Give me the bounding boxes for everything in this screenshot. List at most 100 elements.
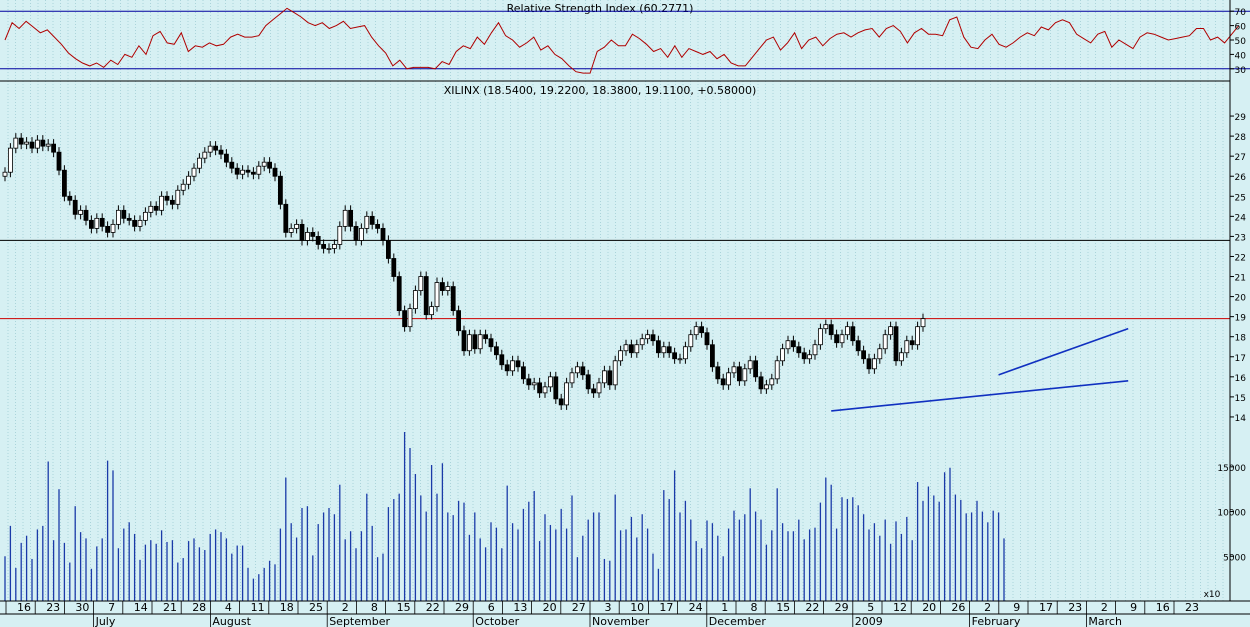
- candle-body: [812, 344, 818, 356]
- candle-body: [72, 199, 78, 215]
- candle-body: [747, 360, 753, 370]
- candle-body: [548, 376, 553, 388]
- x-tick-label: 4: [225, 601, 232, 614]
- candle-body: [391, 258, 397, 277]
- x-tick-label: 13: [513, 601, 527, 614]
- candle-body: [2, 171, 8, 177]
- candle-body: [558, 398, 564, 406]
- candle-body: [348, 209, 354, 227]
- candle-body: [45, 143, 51, 147]
- candle-body: [142, 211, 148, 221]
- rsi-tick-label: 50: [1235, 37, 1247, 47]
- candle-body: [412, 290, 418, 310]
- trend-line: [998, 327, 1129, 376]
- candle-body: [186, 175, 192, 185]
- candle-body: [396, 276, 402, 312]
- candle-body: [272, 167, 278, 177]
- candle-body: [629, 344, 634, 354]
- candle-body: [277, 175, 283, 205]
- candle-body: [872, 358, 877, 370]
- candle-body: [710, 344, 715, 368]
- candle-body: [83, 209, 89, 221]
- candle-body: [35, 139, 40, 149]
- x-tick-label: 16: [1156, 601, 1170, 614]
- candle-body: [796, 346, 802, 354]
- price-tick-label: 29: [1235, 113, 1247, 123]
- candle-body: [148, 205, 154, 213]
- x-tick-label: 28: [192, 601, 206, 614]
- x-tick-label: 29: [835, 601, 849, 614]
- candle-body: [29, 141, 35, 149]
- volume-tick-label: 10000: [1217, 509, 1246, 519]
- candle-body: [899, 352, 904, 362]
- x-tick-label: 8: [751, 601, 758, 614]
- volume-tick-label: 15000: [1217, 464, 1246, 474]
- rsi-reference-lines: [0, 10, 1250, 70]
- candle-body: [639, 338, 645, 346]
- month-label: 2009: [855, 615, 883, 627]
- x-tick-label: 27: [572, 601, 586, 614]
- candle-body: [207, 145, 213, 153]
- price-tick-label: 22: [1235, 253, 1246, 263]
- price-tick-label: 14: [1235, 414, 1247, 424]
- candle-body: [791, 340, 796, 348]
- candle-body: [845, 326, 850, 336]
- candle-body: [683, 346, 688, 360]
- candle-body: [7, 147, 13, 173]
- candle-body: [423, 276, 429, 316]
- candle-body: [240, 169, 246, 175]
- candle-body: [202, 151, 208, 159]
- candle-body: [758, 376, 764, 390]
- candle-body: [656, 340, 661, 354]
- candle-body: [434, 282, 440, 308]
- rsi-title: Relative Strength Index (60.2771): [507, 2, 694, 15]
- candle-body: [553, 376, 559, 400]
- candle-body: [315, 236, 321, 245]
- candle-body: [753, 360, 758, 378]
- candle-body: [234, 167, 240, 175]
- candle-body: [575, 366, 580, 374]
- x-tick-label: 17: [659, 601, 673, 614]
- trend-line: [831, 380, 1129, 412]
- candle-body: [175, 189, 181, 205]
- candle-body: [602, 370, 607, 384]
- candle-body: [18, 137, 24, 145]
- candle-body: [213, 145, 219, 151]
- x-axis: 16 23 30 7 14 21 28 4 11 18 25 2 8 15 22 29 6 13 20 27 3 10 17…: [0, 600, 1250, 627]
- x-tick-label: 22: [805, 601, 819, 614]
- candle-body: [261, 161, 267, 167]
- candle-body: [245, 169, 251, 173]
- candle-body: [531, 382, 537, 386]
- candle-body: [364, 215, 370, 229]
- candle-body: [304, 231, 310, 241]
- candle-body: [385, 240, 391, 259]
- candle-body: [126, 217, 132, 221]
- candle-body: [283, 203, 289, 233]
- candle-body: [580, 366, 586, 376]
- candle-body: [375, 223, 381, 229]
- candle-body: [461, 330, 467, 352]
- x-tick-label: 29: [455, 601, 469, 614]
- candle-body: [321, 244, 327, 249]
- x-tick-label: 24: [689, 601, 703, 614]
- x-tick-label: 23: [1185, 601, 1199, 614]
- candle-body: [466, 334, 472, 352]
- candle-body: [418, 276, 424, 291]
- candle-body: [164, 195, 170, 201]
- candle-body: [94, 217, 100, 229]
- price-tick-label: 16: [1235, 374, 1247, 384]
- month-label: November: [592, 615, 650, 627]
- month-label: December: [709, 615, 767, 627]
- candle-body: [634, 344, 640, 354]
- x-tick-label: 15: [776, 601, 790, 614]
- candle-body: [326, 248, 332, 250]
- rsi-line: [4, 7, 1240, 74]
- x-tick-label: 22: [426, 601, 440, 614]
- candle-body: [731, 366, 737, 374]
- candle-body: [110, 223, 116, 233]
- candle-body: [564, 382, 569, 406]
- x-tick-label: 21: [163, 601, 177, 614]
- candle-body: [715, 366, 721, 380]
- x-tick-label: 1: [721, 601, 728, 614]
- price-reference-lines: [0, 239, 1230, 320]
